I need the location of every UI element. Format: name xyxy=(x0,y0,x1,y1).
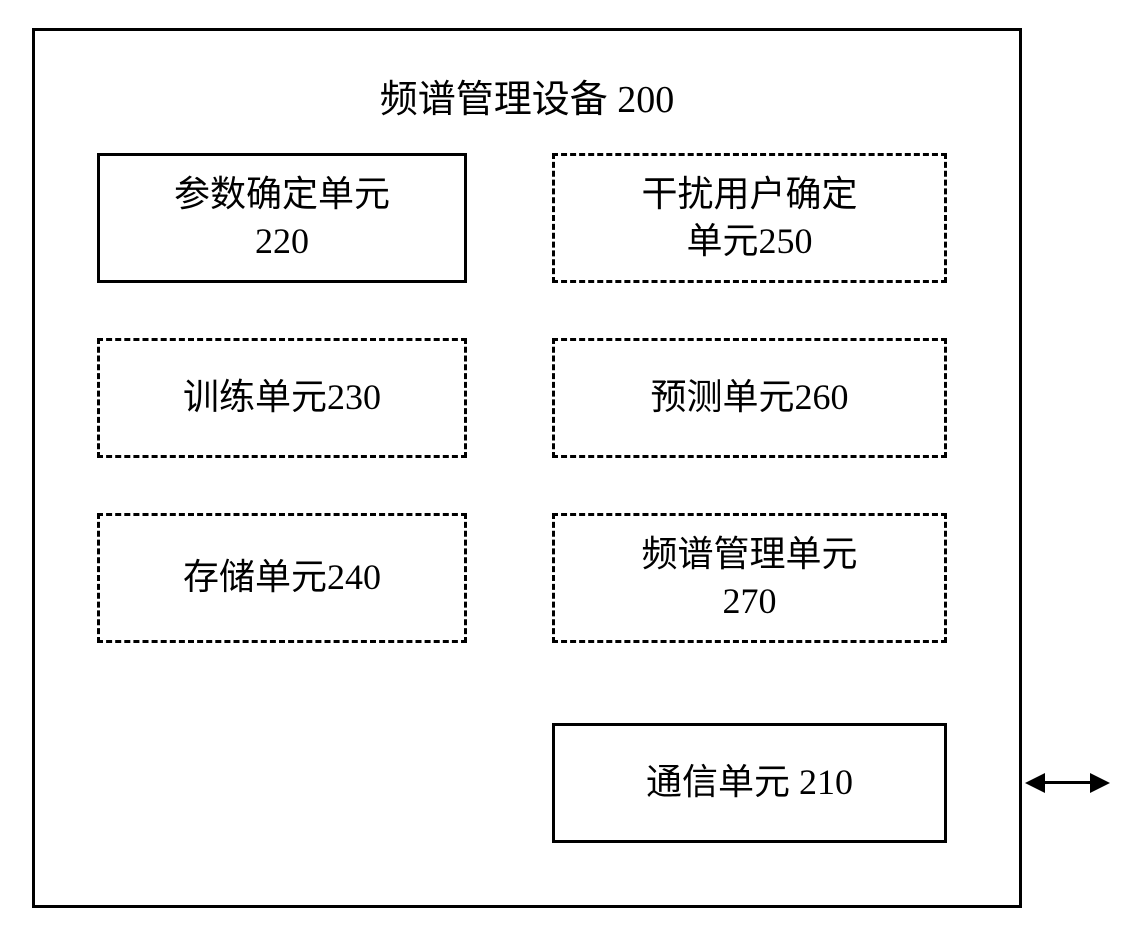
storage-unit: 存储单元240 xyxy=(97,513,467,643)
diagram-container: 频谱管理设备 200 参数确定单元220 训练单元230 存储单元240 干扰用户确定… xyxy=(12,18,1112,918)
arrow-line xyxy=(1040,781,1092,784)
param-unit-label-2: 220 xyxy=(255,218,309,265)
diagram-title: 频谱管理设备 200 xyxy=(380,68,675,123)
interference-unit: 干扰用户确定单元250 xyxy=(552,153,947,283)
arrow-head-right xyxy=(1090,773,1110,793)
training-unit: 训练单元230 xyxy=(97,338,467,458)
arrow-head-left xyxy=(1025,773,1045,793)
storage-unit-label-1: 存储单元240 xyxy=(183,554,381,601)
interference-unit-label-2: 单元250 xyxy=(686,218,812,265)
comm-unit-label-1: 通信单元 210 xyxy=(646,759,853,806)
prediction-unit: 预测单元260 xyxy=(552,338,947,458)
comm-unit: 通信单元 210 xyxy=(552,723,947,843)
spectrum-mgmt-unit: 频谱管理单元270 xyxy=(552,513,947,643)
interference-unit-label-1: 干扰用户确定 xyxy=(641,171,857,218)
param-unit: 参数确定单元220 xyxy=(97,153,467,283)
param-unit-label-1: 参数确定单元 xyxy=(174,171,390,218)
spectrum-mgmt-unit-label-1: 频谱管理单元 xyxy=(641,531,857,578)
prediction-unit-label-1: 预测单元260 xyxy=(650,374,848,421)
training-unit-label-1: 训练单元230 xyxy=(183,374,381,421)
spectrum-mgmt-unit-label-2: 270 xyxy=(723,578,777,625)
